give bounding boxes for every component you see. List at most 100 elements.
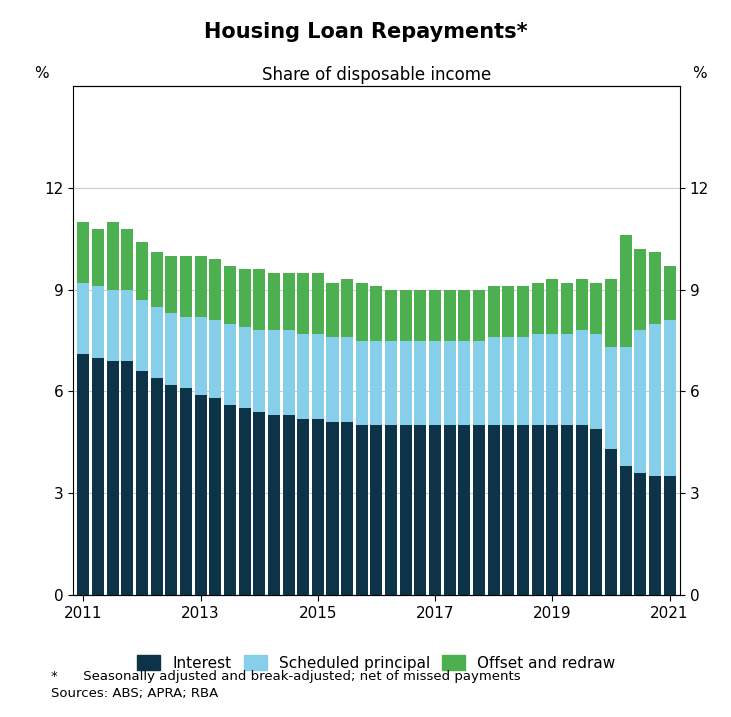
Bar	[664, 266, 675, 320]
Bar	[165, 385, 178, 595]
Bar	[635, 473, 646, 595]
Bar	[414, 425, 426, 595]
Bar	[194, 256, 207, 317]
Bar	[429, 290, 441, 341]
Bar	[209, 398, 221, 595]
Text: Sources: ABS; APRA; RBA: Sources: ABS; APRA; RBA	[51, 687, 219, 700]
Bar	[546, 280, 558, 334]
Legend: Interest, Scheduled principal, Offset and redraw: Interest, Scheduled principal, Offset an…	[131, 649, 622, 677]
Bar	[180, 388, 192, 595]
Bar	[327, 337, 338, 422]
Bar	[194, 317, 207, 395]
Bar	[356, 425, 368, 595]
Bar	[531, 334, 544, 425]
Bar	[341, 337, 353, 422]
Bar	[473, 341, 485, 425]
Bar	[136, 371, 148, 595]
Bar	[605, 280, 617, 347]
Bar	[165, 256, 178, 313]
Bar	[620, 235, 632, 347]
Bar	[224, 266, 236, 323]
Bar	[473, 425, 485, 595]
Bar	[253, 331, 265, 412]
Bar	[165, 313, 178, 385]
Bar	[298, 272, 309, 334]
Bar	[327, 283, 338, 337]
Bar	[341, 280, 353, 337]
Bar	[224, 323, 236, 405]
Bar	[575, 425, 588, 595]
Bar	[209, 259, 221, 320]
Bar	[107, 222, 118, 290]
Bar	[107, 290, 118, 361]
Bar	[444, 425, 455, 595]
Bar	[400, 425, 412, 595]
Bar	[546, 425, 558, 595]
Text: %: %	[34, 66, 48, 81]
Bar	[121, 290, 133, 361]
Bar	[591, 283, 602, 334]
Bar	[429, 341, 441, 425]
Bar	[92, 358, 104, 595]
Bar	[620, 466, 632, 595]
Bar	[664, 320, 675, 476]
Bar	[531, 283, 544, 334]
Bar	[444, 290, 455, 341]
Bar	[517, 337, 529, 425]
Bar	[268, 272, 280, 331]
Bar	[605, 449, 617, 595]
Bar	[282, 415, 295, 595]
Bar	[517, 425, 529, 595]
Bar	[561, 283, 573, 334]
Bar	[575, 331, 588, 425]
Bar	[385, 341, 397, 425]
Bar	[635, 331, 646, 473]
Bar	[649, 323, 661, 476]
Bar	[605, 347, 617, 449]
Bar	[371, 425, 382, 595]
Bar	[77, 354, 89, 595]
Bar	[575, 280, 588, 331]
Bar	[224, 405, 236, 595]
Bar	[488, 286, 500, 337]
Bar	[298, 334, 309, 419]
Bar	[327, 422, 338, 595]
Bar	[561, 334, 573, 425]
Bar	[194, 395, 207, 595]
Bar	[282, 272, 295, 331]
Bar	[356, 341, 368, 425]
Bar	[180, 256, 192, 317]
Bar	[517, 286, 529, 337]
Bar	[502, 286, 515, 337]
Bar	[121, 361, 133, 595]
Bar	[620, 347, 632, 466]
Bar	[341, 422, 353, 595]
Bar	[444, 341, 455, 425]
Text: Housing Loan Repayments*: Housing Loan Repayments*	[204, 22, 527, 42]
Bar	[502, 425, 515, 595]
Bar	[502, 337, 515, 425]
Bar	[151, 307, 162, 378]
Text: *      Seasonally adjusted and break-adjusted; net of missed payments: * Seasonally adjusted and break-adjusted…	[51, 670, 520, 683]
Bar	[546, 334, 558, 425]
Bar	[400, 341, 412, 425]
Bar	[238, 409, 251, 595]
Bar	[356, 283, 368, 341]
Bar	[92, 286, 104, 358]
Bar	[136, 300, 148, 371]
Bar	[561, 425, 573, 595]
Bar	[238, 327, 251, 409]
Bar	[371, 286, 382, 341]
Bar	[371, 341, 382, 425]
Bar	[92, 229, 104, 286]
Bar	[77, 222, 89, 283]
Bar	[635, 249, 646, 331]
Bar	[458, 425, 471, 595]
Bar	[531, 425, 544, 595]
Bar	[458, 341, 471, 425]
Bar	[298, 419, 309, 595]
Title: Share of disposable income: Share of disposable income	[262, 67, 491, 85]
Bar	[385, 425, 397, 595]
Bar	[107, 361, 118, 595]
Bar	[136, 242, 148, 300]
